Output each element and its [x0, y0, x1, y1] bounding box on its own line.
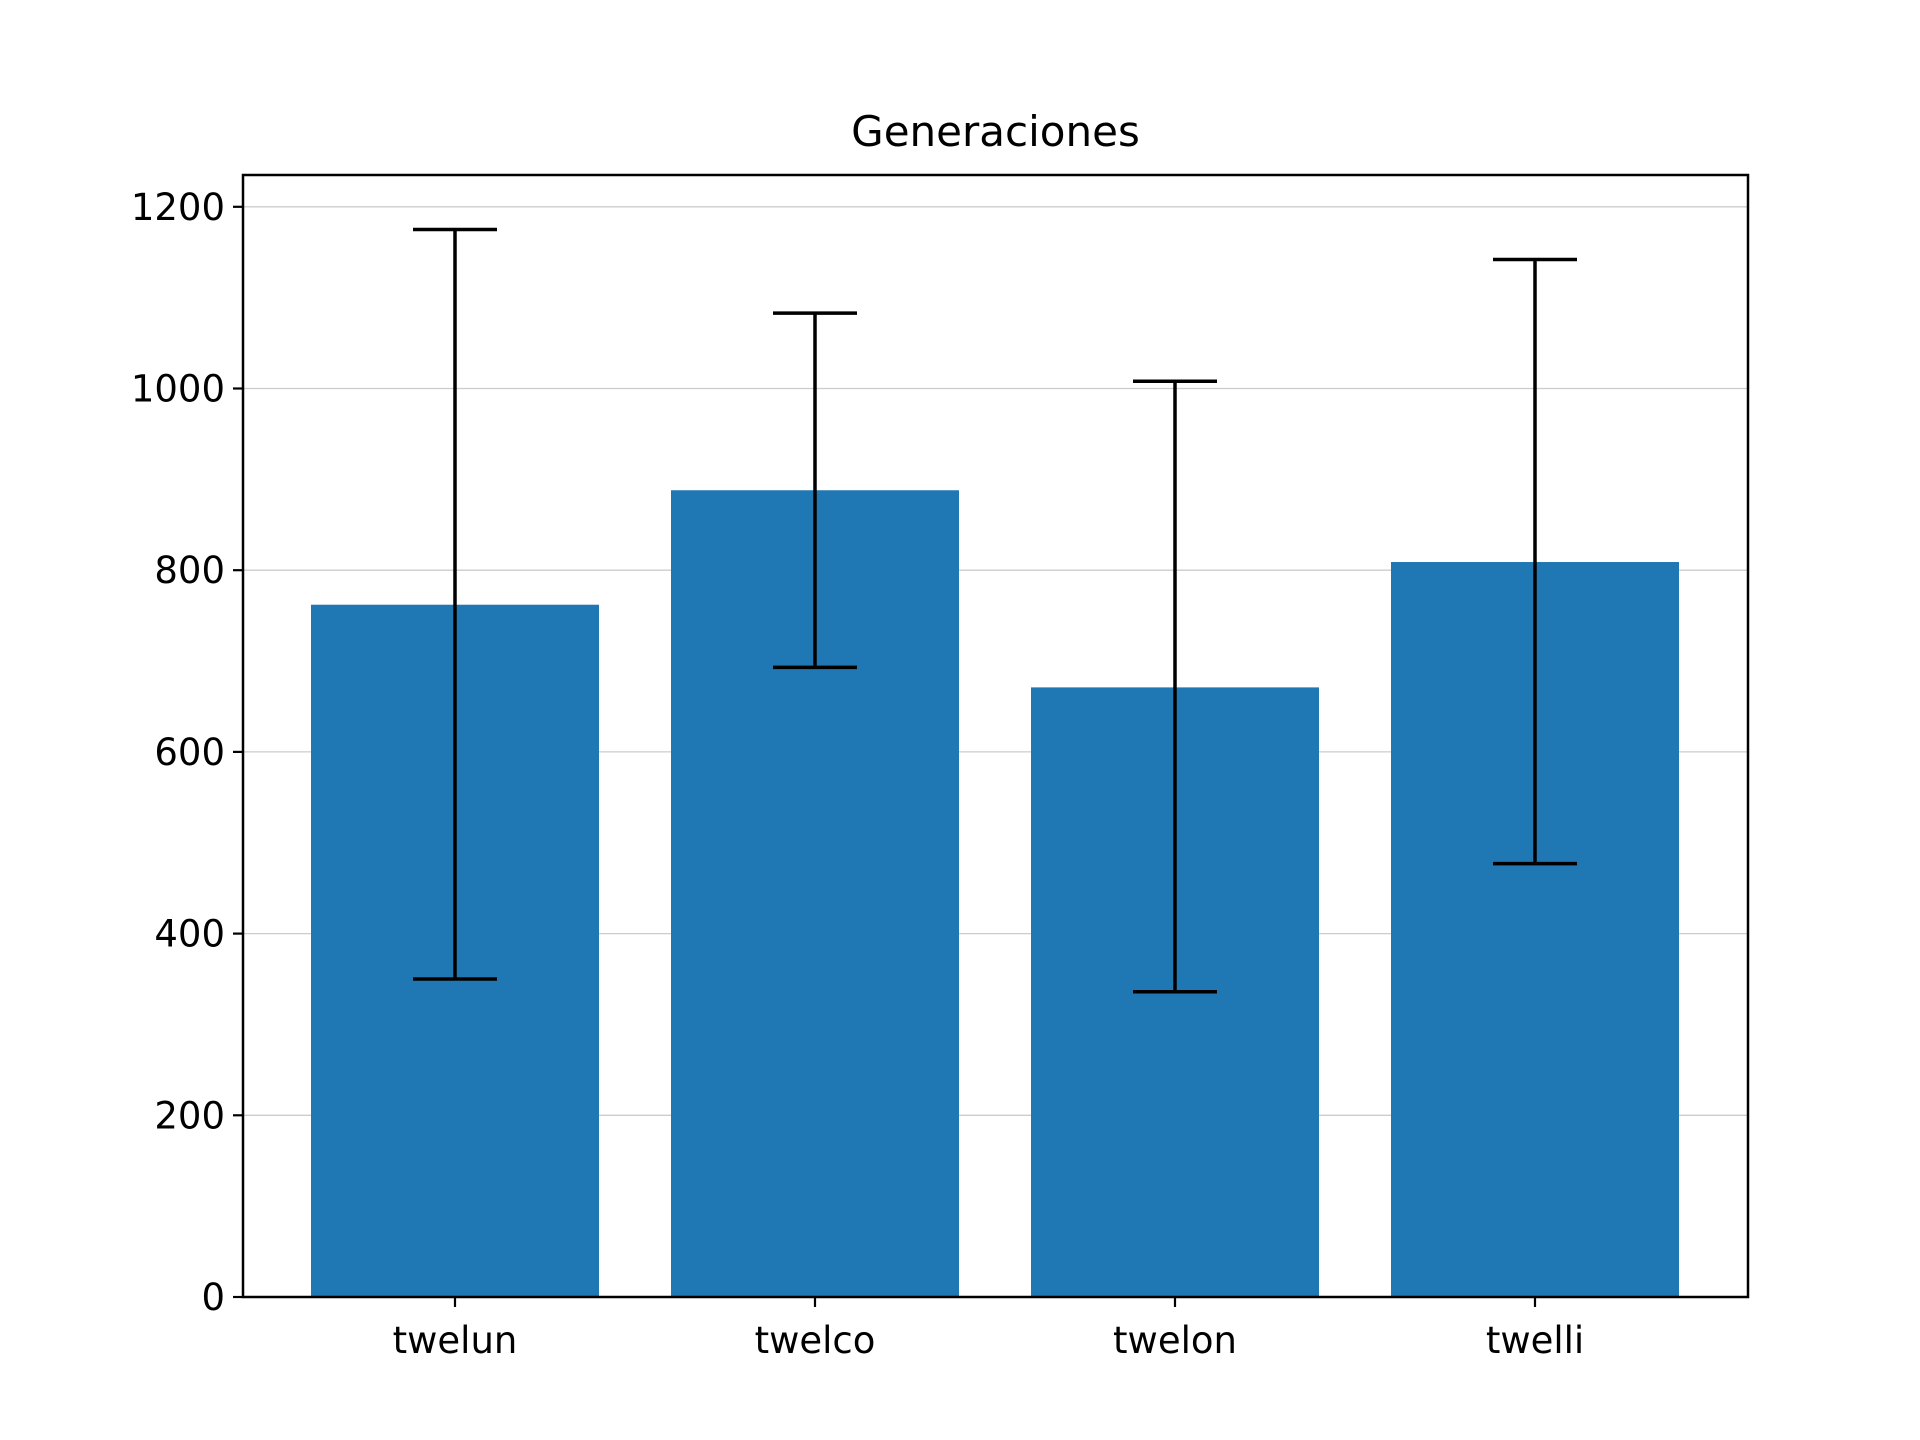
y-tick-label: 600	[154, 731, 225, 774]
error-bars	[413, 227, 1577, 994]
x-tick-label-twelon: twelon	[1113, 1319, 1237, 1362]
y-tick-label: 400	[154, 913, 225, 956]
plot-frame	[241, 173, 1750, 1299]
chart-title: Generaciones	[851, 107, 1140, 156]
y-tick-label: 1000	[131, 367, 225, 410]
x-axis-ticks: twelun twelco twelon twelli	[393, 1297, 1584, 1362]
y-tick-label: 0	[201, 1276, 225, 1319]
y-tick-label: 1200	[131, 186, 225, 229]
y-tick-label: 800	[154, 549, 225, 592]
y-tick-label: 200	[154, 1094, 225, 1137]
x-tick-label-twelun: twelun	[393, 1319, 518, 1362]
y-axis-ticks: 0 200 400 600 800 1000 1200	[131, 186, 243, 1319]
x-tick-label-twelco: twelco	[755, 1319, 876, 1362]
x-tick-label-twelli: twelli	[1486, 1319, 1584, 1362]
